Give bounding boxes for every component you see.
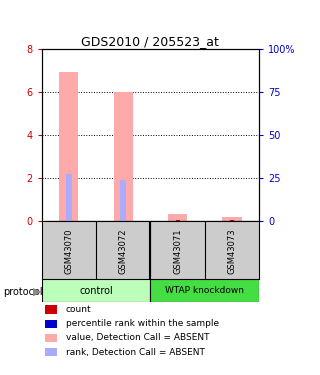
Bar	[176, 219, 180, 221]
Text: GSM43071: GSM43071	[173, 229, 182, 274]
Bar	[59, 72, 78, 221]
Text: WTAP knockdown: WTAP knockdown	[165, 286, 244, 295]
Bar	[42, 279, 150, 302]
Bar	[222, 217, 242, 221]
Text: protocol: protocol	[3, 287, 43, 297]
Text: GSM43072: GSM43072	[119, 229, 128, 274]
Text: ▶: ▶	[33, 287, 41, 297]
Text: percentile rank within the sample: percentile rank within the sample	[66, 319, 219, 328]
Text: value, Detection Call = ABSENT: value, Detection Call = ABSENT	[66, 333, 209, 342]
Text: rank, Detection Call = ABSENT: rank, Detection Call = ABSENT	[66, 348, 204, 357]
Text: GSM43070: GSM43070	[64, 229, 73, 274]
Bar	[168, 214, 187, 221]
Bar	[114, 92, 133, 221]
Bar	[121, 180, 126, 221]
Bar	[67, 219, 71, 221]
Title: GDS2010 / 205523_at: GDS2010 / 205523_at	[82, 34, 219, 48]
Bar	[66, 174, 72, 221]
Bar	[230, 219, 234, 221]
Bar	[150, 279, 259, 302]
Text: count: count	[66, 305, 91, 314]
Bar	[121, 219, 125, 221]
Text: control: control	[79, 286, 113, 296]
Text: GSM43073: GSM43073	[228, 229, 236, 274]
